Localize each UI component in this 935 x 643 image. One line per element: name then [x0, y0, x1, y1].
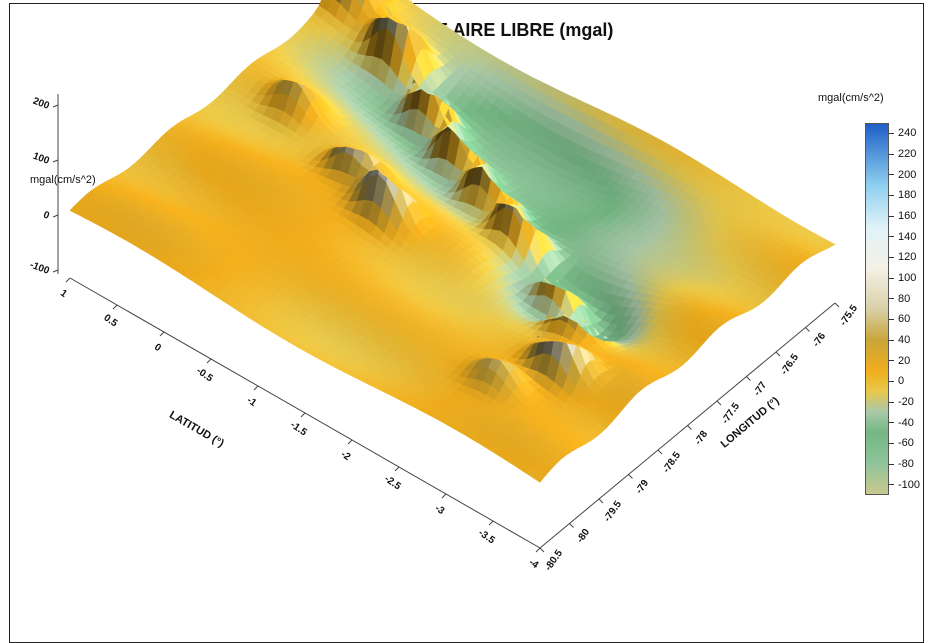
colorbar-tick-label: -100 [889, 479, 920, 491]
longitude-tick-label: -75.5 [838, 303, 860, 328]
longitude-tick [716, 400, 722, 406]
latitude-tick-label: -1 [245, 395, 259, 409]
colorbar-tick-label: 20 [889, 355, 910, 367]
z-tick-label: 100 [31, 151, 51, 167]
surface-mesh [69, 0, 836, 483]
longitude-tick-label: -76.5 [779, 352, 801, 377]
longitude-tick-label: -79.5 [602, 499, 624, 524]
surface-plot: 1 0.5 0 -0.5 -1 -1.5 -2 -2.5 -3 -3.5 -4 -80.5 -80 -79… [28, 0, 860, 573]
longitude-tick-label: -79 [634, 478, 652, 497]
z-tick [52, 159, 59, 163]
latitude-tick [347, 439, 353, 445]
longitude-tick-label: -77.5 [720, 401, 742, 426]
colorbar-tick-label: 0 [889, 375, 904, 387]
colorbar-tick-label: -20 [889, 396, 914, 408]
colorbar-ticks: 240 220 200 180 160 140 120 100 80 60 40 20 0 -20 -40-… [889, 123, 935, 495]
colorbar-tick-label: 200 [889, 169, 916, 181]
longitude-tick [657, 449, 663, 455]
longitude-tick-label: -77 [752, 380, 770, 399]
longitude-tick-label: -78.5 [661, 450, 683, 475]
latitude-tick [112, 304, 118, 310]
longitude-tick-label: -80 [575, 527, 593, 546]
surface-cell [335, 0, 342, 5]
z-tick-label: 0 [42, 210, 51, 222]
colorbar-tick-label: 40 [889, 334, 910, 346]
longitude-tick [628, 474, 633, 479]
colorbar-tick-label: 120 [889, 251, 916, 263]
latitude-tick [394, 466, 400, 472]
colorbar-tick-label: 140 [889, 231, 916, 243]
colorbar-tick-label: -40 [889, 417, 914, 429]
latitude-tick [441, 493, 447, 499]
longitude-tick [539, 547, 545, 553]
latitude-tick-label: 0 [152, 342, 163, 354]
latitude-tick [206, 358, 212, 364]
z-tick [52, 269, 59, 273]
longitude-tick-label: -76 [811, 331, 829, 350]
longitude-tick [746, 376, 751, 381]
latitude-tick [65, 277, 71, 283]
longitude-tick [598, 498, 604, 504]
colorbar-tick-label: -80 [889, 458, 914, 470]
z-tick [52, 214, 59, 218]
longitude-tick [775, 351, 781, 357]
latitude-tick-label: 1 [58, 288, 69, 300]
colorbar-tick-label: 220 [889, 148, 916, 160]
latitude-tick-label: 0.5 [102, 312, 120, 329]
latitude-tick [159, 331, 165, 337]
latitude-tick-label: -4 [527, 557, 541, 571]
colorbar-tick-label: 160 [889, 210, 916, 222]
latitude-tick-label: -3 [433, 503, 447, 517]
colorbar-tick-label: 60 [889, 313, 910, 325]
longitude-tick-label: -78 [693, 429, 711, 448]
latitude-tick-label: -2.5 [382, 474, 403, 493]
z-axis-title: mgal(cm/s^2) [30, 174, 96, 186]
z-tick-label: -100 [28, 260, 51, 277]
latitude-tick [488, 520, 494, 526]
colorbar-title: mgal(cm/s^2) [818, 92, 884, 104]
surface-cell [356, 0, 366, 10]
latitude-tick [253, 385, 259, 391]
colorbar-tick-label: 80 [889, 293, 910, 305]
latitude-tick [300, 412, 306, 418]
latitude-tick-label: -2 [339, 449, 353, 463]
latitude-tick-label: -3.5 [476, 528, 497, 547]
z-tick [52, 104, 59, 108]
longitude-tick [805, 327, 810, 332]
latitude-axis-title: LATITUD (°) [167, 409, 226, 450]
longitude-tick [569, 523, 574, 528]
latitude-tick-label: -1.5 [288, 420, 309, 439]
z-tick-label: 200 [31, 96, 51, 112]
colorbar-tick-label: -60 [889, 437, 914, 449]
colorbar-tick-label: 240 [889, 127, 916, 139]
latitude-tick [535, 547, 541, 553]
longitude-tick [834, 302, 840, 308]
colorbar-tick-label: 180 [889, 189, 916, 201]
longitude-tick-label: -80.5 [543, 548, 565, 573]
longitude-tick [687, 425, 692, 430]
latitude-tick-label: -0.5 [194, 366, 215, 385]
colorbar-tick-label: 100 [889, 272, 916, 284]
colorbar [865, 123, 889, 495]
